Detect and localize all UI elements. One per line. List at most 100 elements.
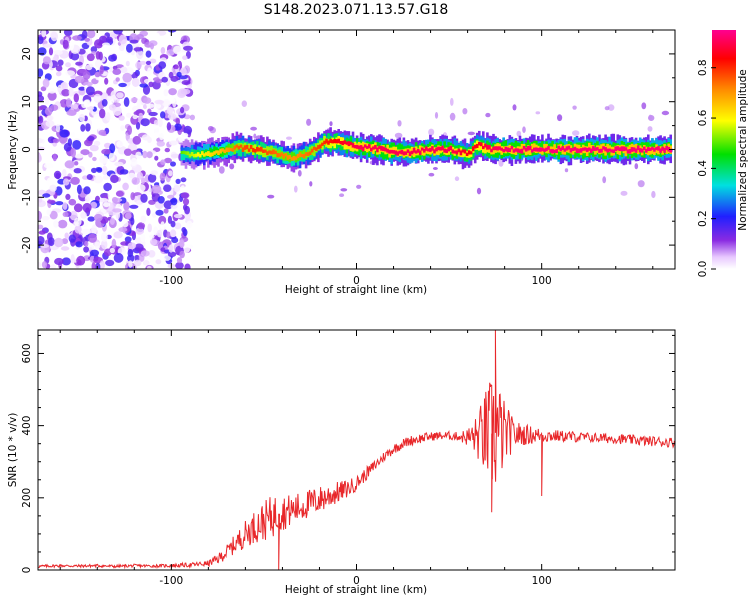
- noise-blob: [149, 234, 155, 239]
- ridge-cell: [325, 138, 328, 144]
- noise-blob: [89, 249, 100, 257]
- noise-blob: [182, 244, 191, 253]
- faint-blob: [498, 159, 504, 167]
- noise-blob: [119, 44, 125, 52]
- noise-blob: [119, 169, 129, 175]
- ridge-cell: [549, 149, 552, 153]
- noise-blob: [108, 104, 116, 111]
- noise-blob: [57, 84, 63, 94]
- noise-blob: [95, 262, 101, 269]
- noise-blob: [72, 103, 79, 110]
- noise-blob: [44, 96, 50, 105]
- ridge-cell: [353, 145, 357, 149]
- ridge-cell: [455, 150, 459, 155]
- noise-blob: [140, 233, 146, 242]
- ridge-cell: [522, 145, 526, 150]
- ridge-cell: [272, 149, 275, 155]
- ridge-cell: [624, 146, 628, 157]
- noise-blob: [83, 246, 89, 253]
- noise-blob: [74, 225, 82, 234]
- noise-blob: [70, 254, 75, 264]
- faint-blob: [648, 114, 653, 120]
- noise-blob: [147, 67, 152, 76]
- faint-blob: [434, 112, 439, 119]
- ridge-cell: [602, 146, 605, 150]
- noise-blob: [46, 177, 55, 187]
- noise-blob: [103, 202, 110, 208]
- ridge-cell: [392, 150, 395, 154]
- faint-blob: [572, 130, 580, 136]
- noise-blob: [123, 148, 132, 156]
- ridge-cell: [276, 152, 279, 158]
- noise-blob: [133, 259, 142, 267]
- noise-blob: [171, 237, 179, 244]
- noise-blob: [160, 47, 166, 55]
- ridge-cell: [612, 149, 615, 153]
- ridge-cell: [543, 143, 546, 153]
- noise-blob: [164, 157, 172, 164]
- noise-blob: [106, 95, 113, 101]
- noise-blob: [174, 123, 182, 131]
- ridge-cell: [359, 145, 363, 150]
- noise-blob: [113, 252, 124, 263]
- faint-blob: [572, 105, 577, 110]
- noise-blob: [111, 196, 118, 203]
- ridge-cell: [445, 149, 448, 153]
- ridge-cell: [308, 151, 312, 155]
- ridge-cell: [209, 147, 212, 156]
- noise-blob: [154, 32, 160, 38]
- noise-blob: [139, 83, 148, 88]
- noise-blob: [46, 115, 54, 121]
- faint-blob: [428, 172, 435, 177]
- noise-blob: [101, 232, 108, 242]
- ridge-cell: [378, 147, 381, 155]
- ridge-cell: [449, 145, 453, 151]
- ridge-cell: [196, 152, 200, 157]
- ridge-cell: [243, 145, 247, 150]
- noise-blob: [156, 229, 163, 238]
- noise-blob: [173, 185, 181, 192]
- ridge-cell: [304, 152, 308, 156]
- noise-blob: [101, 99, 108, 107]
- ridge-cell: [227, 147, 230, 153]
- faint-blob: [428, 128, 435, 136]
- noise-blob: [167, 215, 172, 224]
- y-tick-label: -10: [21, 189, 33, 206]
- noise-blob: [183, 204, 188, 211]
- noise-blob: [135, 151, 142, 159]
- ridge-cell: [368, 144, 371, 149]
- ridge-cell: [596, 147, 599, 151]
- noise-blob: [61, 257, 71, 266]
- ridge-cell: [528, 145, 532, 150]
- noise-blob: [85, 123, 91, 132]
- noise-blob: [173, 45, 183, 55]
- ridge-cell: [514, 148, 518, 152]
- faint-blob: [241, 100, 247, 107]
- noise-blob: [38, 152, 41, 162]
- snr-x-label: Height of straight line (km): [285, 584, 427, 596]
- ridge-cell: [461, 149, 465, 158]
- noise-blob: [63, 142, 72, 152]
- ridge-cell: [557, 145, 560, 150]
- x-tick-label: -100: [159, 575, 183, 587]
- noise-blob: [62, 211, 69, 217]
- ridge-cell: [463, 149, 467, 154]
- ridge-cell: [186, 151, 190, 156]
- noise-blob: [105, 36, 113, 43]
- ridge-cell: [484, 144, 487, 154]
- ridge-cell: [443, 148, 446, 153]
- ridge-cell: [530, 149, 534, 153]
- noise-blob: [84, 196, 90, 202]
- ridge-cell: [402, 151, 406, 156]
- ridge-cell: [323, 140, 326, 145]
- ridge-cell: [653, 148, 656, 152]
- ridge-cell: [249, 145, 253, 149]
- ridge-cell: [453, 150, 457, 154]
- ridge-cell: [406, 149, 410, 153]
- noise-blob: [73, 93, 80, 103]
- ridge-cell: [266, 146, 269, 156]
- ridge-cell: [583, 147, 587, 151]
- noise-blob: [170, 161, 176, 167]
- noise-blob: [94, 59, 103, 68]
- ridge-cell: [592, 146, 595, 151]
